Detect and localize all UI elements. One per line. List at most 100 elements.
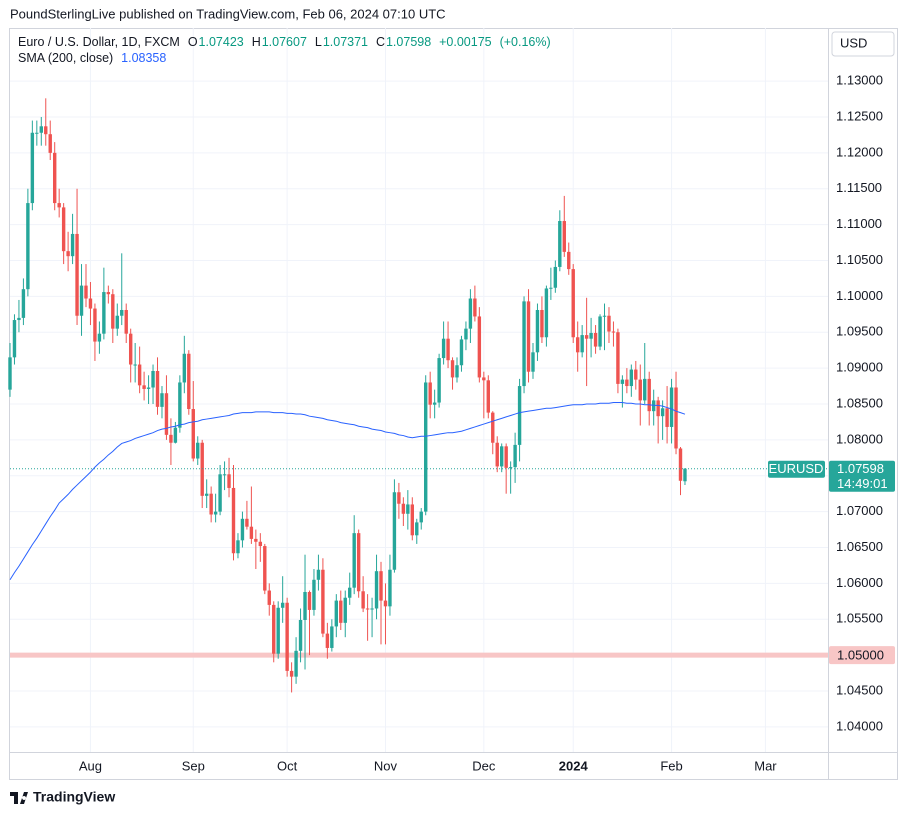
change-percent: (+0.16%) <box>499 35 551 49</box>
currency-button[interactable] <box>831 31 895 57</box>
indicator-name: SMA (200, close) <box>18 51 114 65</box>
candle-body <box>124 309 128 334</box>
candle-body <box>365 608 370 610</box>
candle-body <box>146 387 151 389</box>
candle-body <box>222 474 227 476</box>
candle-body <box>97 333 102 342</box>
candle-body <box>249 526 254 539</box>
candle-body <box>468 298 473 329</box>
candle-body <box>477 316 482 378</box>
candle-body <box>276 607 280 654</box>
candle-body <box>289 670 294 677</box>
candle-body <box>634 369 638 380</box>
candle-body <box>348 587 352 598</box>
candle-body <box>88 298 93 309</box>
candle-body <box>629 369 634 387</box>
x-tick-label: Nov <box>374 758 398 773</box>
candle-body <box>182 353 187 383</box>
candle-body <box>169 434 173 443</box>
ohlc-value: 1.07423 <box>198 35 244 49</box>
candle-body <box>374 571 379 609</box>
candle-body <box>446 338 450 361</box>
y-tick-label: 1.10500 <box>836 252 883 267</box>
candle-body <box>464 328 468 340</box>
candle-body <box>575 337 580 353</box>
candle-body <box>616 332 620 384</box>
candle-body <box>330 626 334 648</box>
candle-body <box>53 152 57 204</box>
candle-body <box>669 387 674 427</box>
candle-body <box>137 364 142 386</box>
candle-body <box>120 309 124 316</box>
change: +0.00175 <box>439 35 492 49</box>
candle-body <box>602 315 607 317</box>
candle-body <box>227 474 231 488</box>
candle-body <box>303 591 307 620</box>
candle-body <box>133 364 137 366</box>
candle-body <box>48 134 52 153</box>
candle-body <box>656 400 660 417</box>
candle-body <box>660 408 665 417</box>
price-tag <box>829 460 895 492</box>
candle-body <box>665 408 669 427</box>
candle-body <box>428 382 432 405</box>
ohlc-key: H <box>251 35 261 49</box>
candle-body <box>522 301 526 387</box>
candle-body <box>39 126 43 133</box>
legend-row: Euro / U.S. Dollar, 1D, FXCM O1.07423 H1… <box>18 35 552 49</box>
candle-body <box>272 604 276 654</box>
ohlc-key: C <box>375 35 385 49</box>
candle-body <box>218 474 222 512</box>
candle-body <box>352 533 356 588</box>
candle-body <box>343 597 347 623</box>
candle-body <box>388 569 392 607</box>
candle-body <box>196 442 200 459</box>
candle-body <box>410 504 414 536</box>
candle-body <box>142 385 146 389</box>
candle-body <box>540 309 544 338</box>
candle-body <box>263 546 267 591</box>
candle-body <box>611 331 616 333</box>
candle-body <box>424 382 428 512</box>
x-tick-label: Aug <box>79 758 102 773</box>
candle-body <box>415 522 419 536</box>
candle-body <box>93 308 97 342</box>
candle-body <box>647 378 651 412</box>
candle-body <box>437 358 441 403</box>
x-tick-label: Oct <box>277 758 298 773</box>
candle-body <box>491 412 495 443</box>
candle-body <box>12 320 17 358</box>
candle-body <box>21 289 26 318</box>
candle-body <box>432 402 437 405</box>
candle-body <box>504 446 508 468</box>
candle-body <box>160 393 164 407</box>
candle-body <box>674 387 678 449</box>
candle-body <box>17 317 21 321</box>
candle-body <box>187 353 191 410</box>
candle-body <box>517 386 522 445</box>
candle-body <box>209 493 213 515</box>
candle-body <box>406 504 410 514</box>
candle-body <box>213 511 218 515</box>
y-tick-label: 1.04000 <box>836 718 883 733</box>
candle-body <box>620 379 625 384</box>
candle-body <box>459 339 464 366</box>
candle-body <box>495 442 499 467</box>
candle-body <box>128 333 133 365</box>
y-tick-label: 1.04500 <box>836 682 883 697</box>
ohlc-value: 1.07607 <box>261 35 307 49</box>
candle-body <box>361 591 365 609</box>
legend-row: SMA (200, close) 1.08358 <box>18 51 167 65</box>
ohlc-key: L <box>314 35 322 49</box>
candle-body <box>321 569 325 634</box>
symbol-tag-label: EURUSD <box>769 461 824 476</box>
ohlc-value: 1.07598 <box>385 35 432 49</box>
price-tag-value: 1.07598 <box>837 461 884 476</box>
currency[interactable]: USD <box>840 35 867 50</box>
candle-body <box>567 251 571 270</box>
grid <box>10 28 828 752</box>
candle-body <box>26 203 30 290</box>
candle-body <box>285 602 289 671</box>
